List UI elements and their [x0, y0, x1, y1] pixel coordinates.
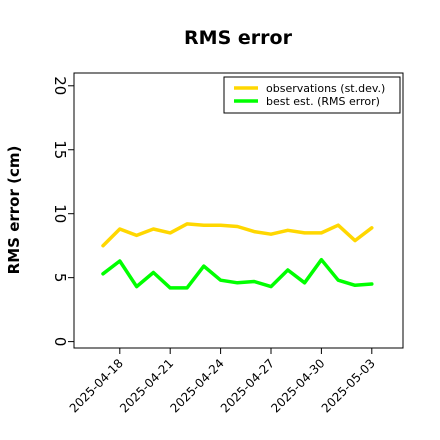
y-tick-label: 0: [51, 337, 69, 347]
legend-label: observations (st.dev.): [266, 82, 385, 95]
x-tick-label: 2025-05-03: [319, 356, 378, 415]
plot-area: [73, 72, 404, 349]
y-tick-label: 15: [51, 140, 69, 159]
y-tick-label: 5: [51, 273, 69, 283]
y-tick-label: 10: [51, 204, 69, 223]
chart-title: RMS error: [184, 27, 293, 49]
x-axis: 2025-04-182025-04-212025-04-242025-04-27…: [67, 348, 378, 415]
series-line-0: [101, 222, 374, 248]
series-lines: [101, 222, 374, 290]
series-line-1: [101, 257, 374, 290]
y-axis-label: RMS error (cm): [5, 146, 23, 275]
y-tick-label: 20: [51, 76, 69, 95]
legend-box: [223, 76, 401, 114]
legend-label: best est. (RMS error): [266, 95, 380, 108]
y-axis: 0 5 10 15 20: [51, 76, 74, 346]
legend: observations (st.dev.)best est. (RMS err…: [223, 76, 401, 114]
